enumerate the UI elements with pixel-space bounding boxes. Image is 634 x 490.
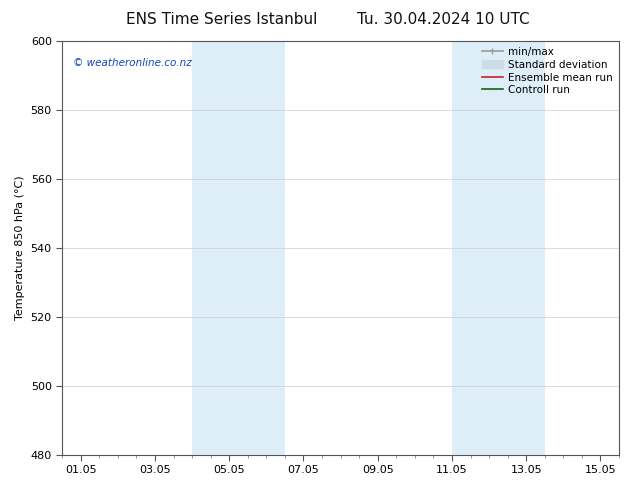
Legend: min/max, Standard deviation, Ensemble mean run, Controll run: min/max, Standard deviation, Ensemble me… xyxy=(478,43,617,99)
Bar xyxy=(452,41,545,455)
Text: Tu. 30.04.2024 10 UTC: Tu. 30.04.2024 10 UTC xyxy=(358,12,530,27)
Bar xyxy=(192,41,285,455)
Y-axis label: Temperature 850 hPa (°C): Temperature 850 hPa (°C) xyxy=(15,175,25,320)
Text: ENS Time Series Istanbul: ENS Time Series Istanbul xyxy=(126,12,318,27)
Text: © weatheronline.co.nz: © weatheronline.co.nz xyxy=(74,58,192,68)
